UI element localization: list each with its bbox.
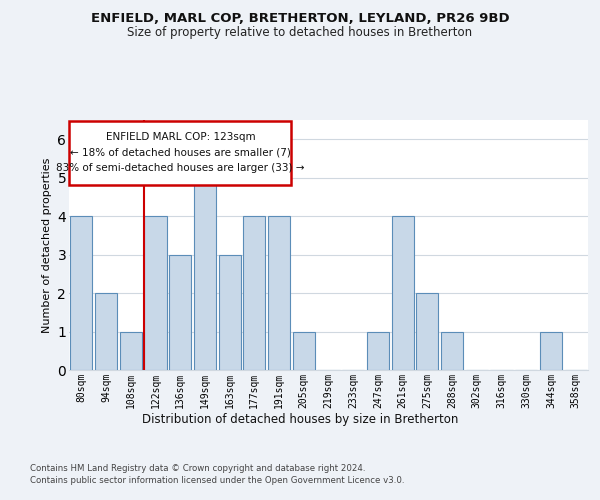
Text: Contains public sector information licensed under the Open Government Licence v3: Contains public sector information licen… [30,476,404,485]
Text: ENFIELD MARL COP: 123sqm
← 18% of detached houses are smaller (7)
83% of semi-de: ENFIELD MARL COP: 123sqm ← 18% of detach… [56,132,305,173]
Bar [268,216,290,370]
Text: Contains HM Land Registry data © Crown copyright and database right 2024.: Contains HM Land Registry data © Crown c… [30,464,365,473]
Bar [243,216,265,370]
Bar [194,178,216,370]
Bar [392,216,414,370]
Bar [367,332,389,370]
Bar [119,332,142,370]
Bar [169,254,191,370]
Text: Size of property relative to detached houses in Bretherton: Size of property relative to detached ho… [127,26,473,39]
Bar [145,216,167,370]
Bar [540,332,562,370]
Bar [441,332,463,370]
Text: ENFIELD, MARL COP, BRETHERTON, LEYLAND, PR26 9BD: ENFIELD, MARL COP, BRETHERTON, LEYLAND, … [91,12,509,26]
Text: Distribution of detached houses by size in Bretherton: Distribution of detached houses by size … [142,412,458,426]
Bar [95,293,117,370]
Bar [70,216,92,370]
FancyBboxPatch shape [70,121,292,184]
Bar [416,293,439,370]
Y-axis label: Number of detached properties: Number of detached properties [42,158,52,332]
Bar [218,254,241,370]
Bar [293,332,315,370]
